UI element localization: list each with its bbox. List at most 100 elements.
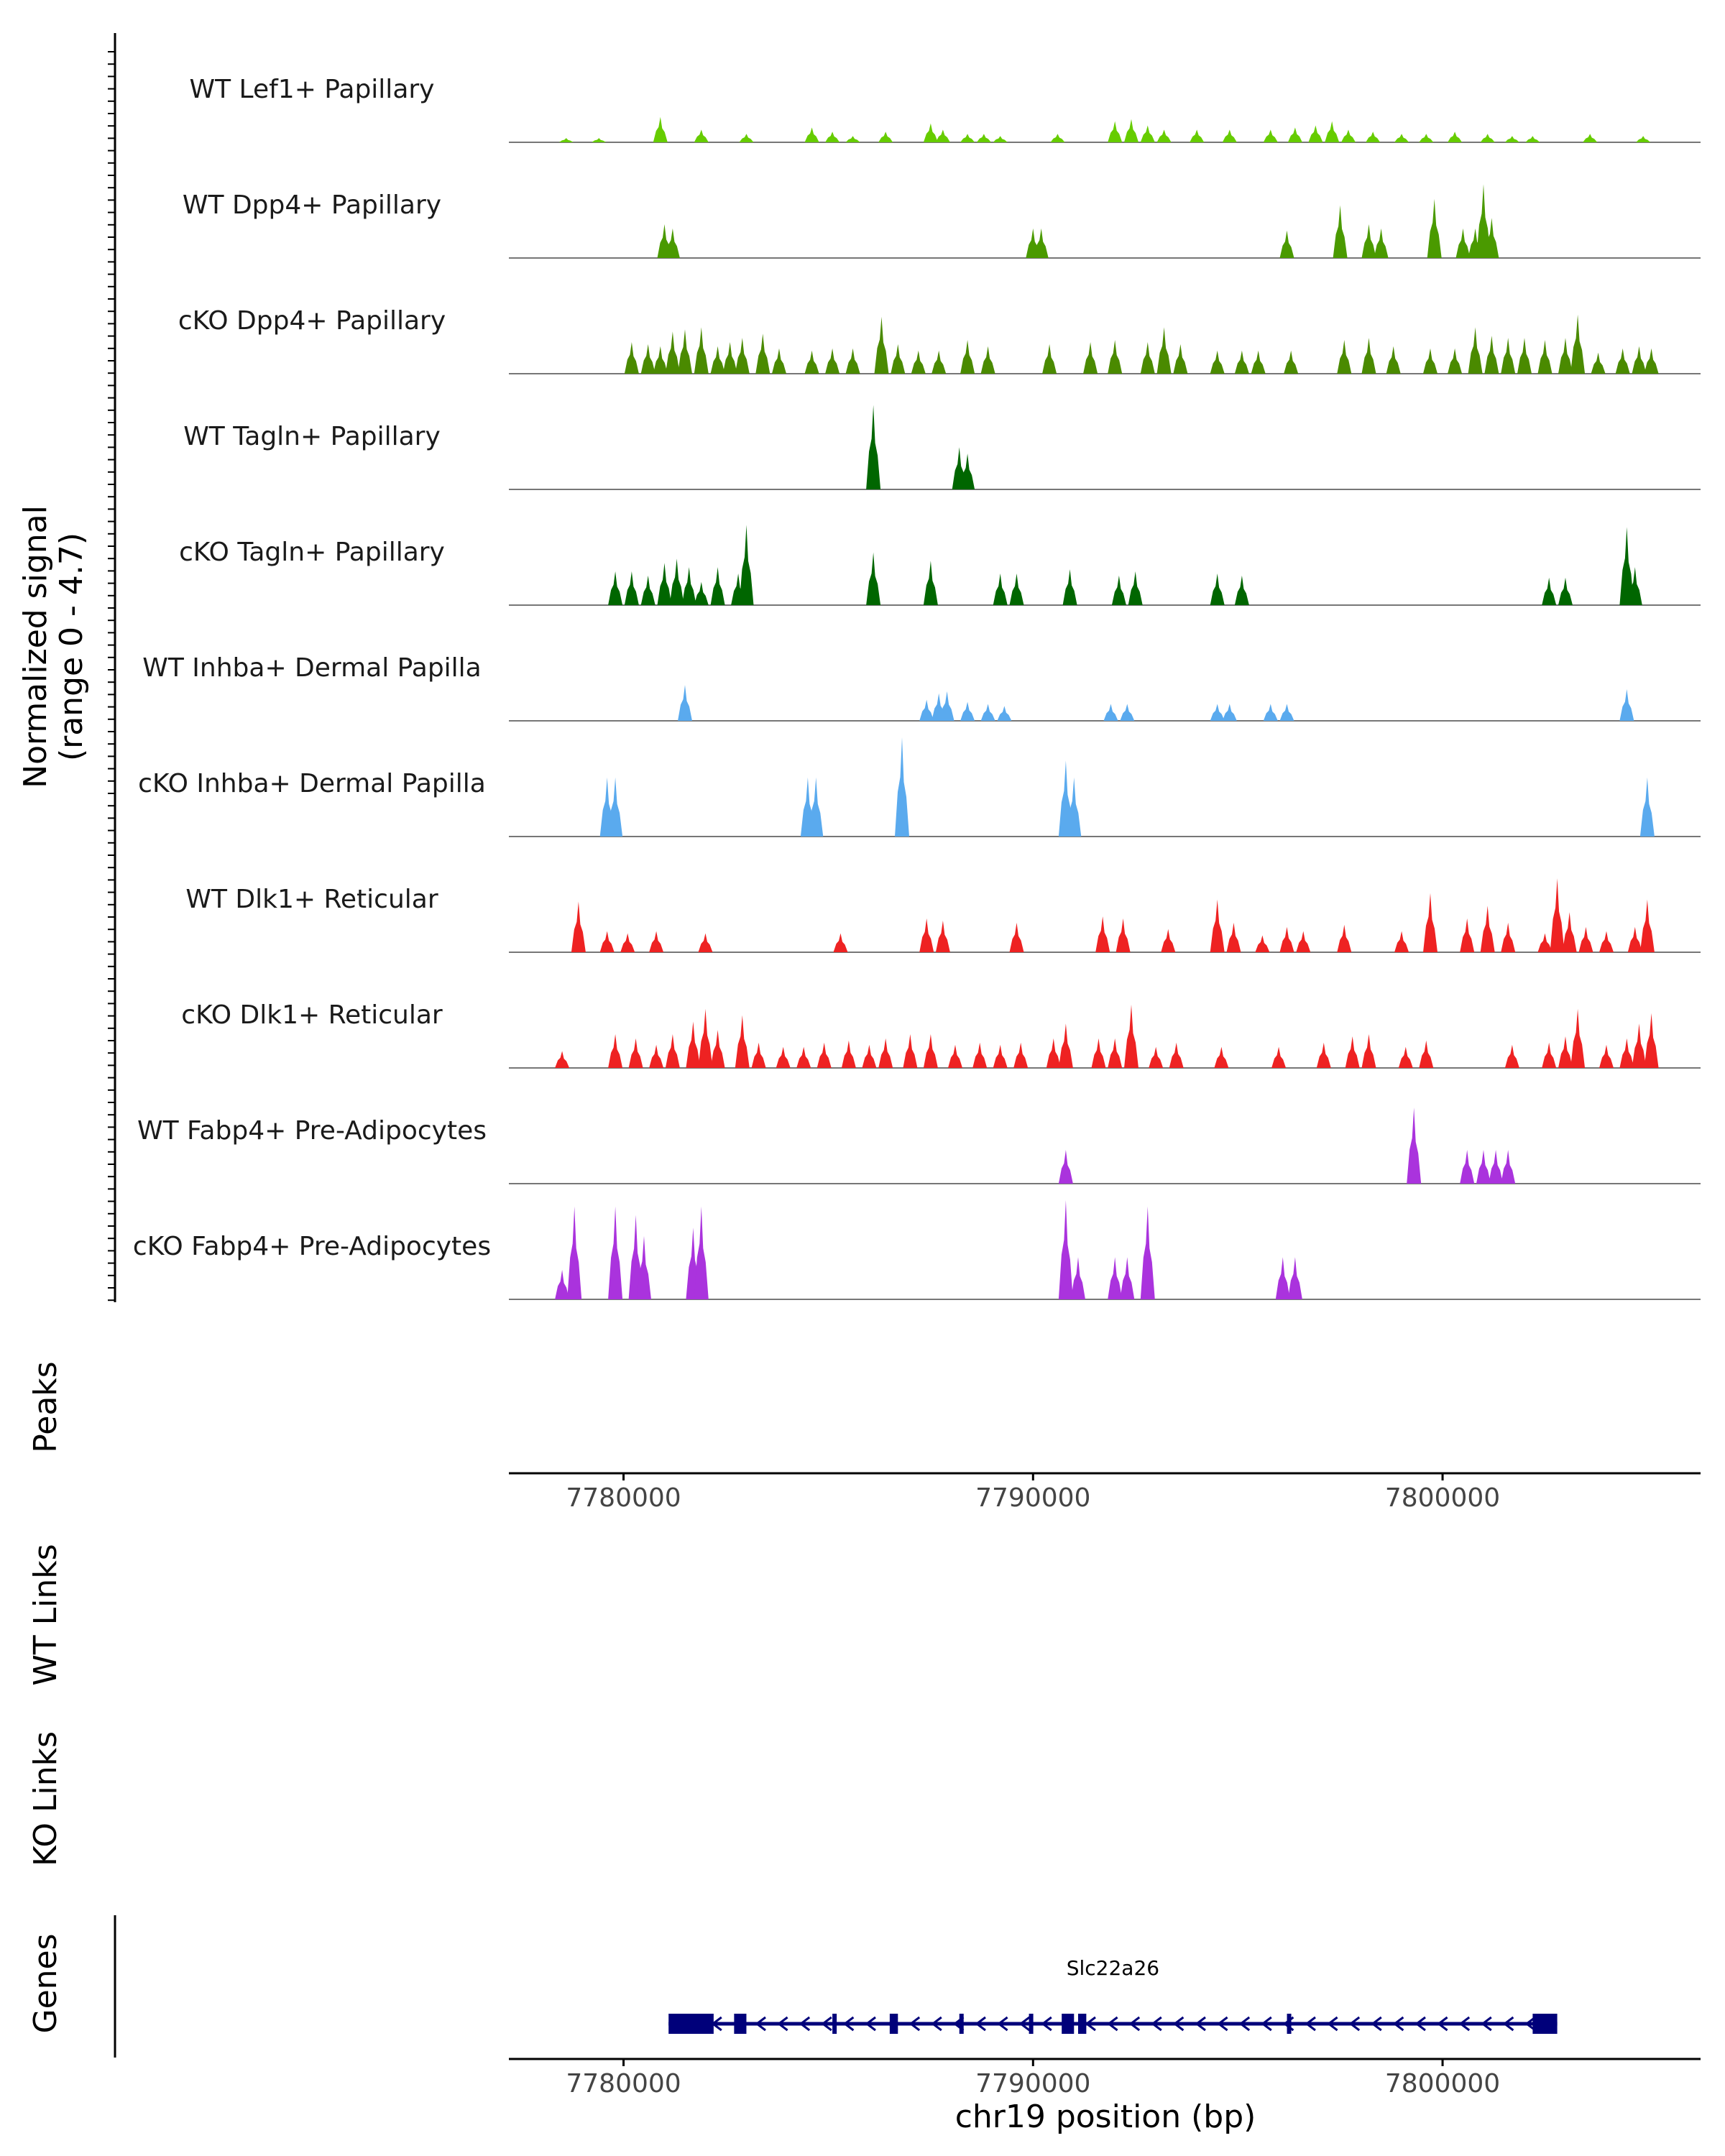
signal-peak-7-2: [620, 933, 635, 952]
signal-peak-5-3: [939, 691, 954, 721]
signal-peak-2-42: [1591, 352, 1606, 374]
x-axis-genes-tick-label-0: 7780000: [566, 2069, 681, 2099]
signal-peak-6-6: [1067, 777, 1082, 837]
signal-peak-7-6: [919, 918, 934, 952]
signal-peak-2-15: [891, 344, 906, 374]
x-axis-peaks: 7780000 7790000 7800000: [509, 1472, 1701, 1513]
signal-peak-0-27: [1394, 134, 1409, 142]
signal-peak-0-31: [1504, 136, 1519, 142]
signal-peak-2-0: [624, 342, 639, 374]
signal-peak-10-0: [555, 1269, 570, 1299]
signal-peak-6-4: [895, 737, 909, 837]
signal-peak-9-4: [1489, 1150, 1504, 1184]
gene-strand-arrow-29: [1327, 2016, 1338, 2032]
signal-peak-4-12: [993, 573, 1008, 605]
signal-peak-1-7: [1374, 228, 1389, 258]
signal-peak-8-31: [1316, 1042, 1331, 1068]
signal-peak-0-11: [960, 134, 975, 142]
signal-peak-2-1: [640, 344, 656, 374]
signal-peak-0-24: [1325, 121, 1340, 142]
signal-peak-7-17: [1337, 924, 1352, 952]
track-3: WT Tagln+ Papillary: [183, 405, 1701, 490]
signal-peak-1-4: [1279, 230, 1294, 258]
wt-links-track-label: WT Links: [27, 1544, 64, 1685]
signal-peak-7-25: [1562, 912, 1577, 952]
signal-peak-8-6: [698, 1008, 713, 1068]
gene-strand-arrow-4: [777, 2016, 788, 2032]
track-label-10: cKO Fabp4+ Pre-Adipocytes: [133, 1232, 491, 1261]
gene-exon-9: [1532, 2014, 1558, 2034]
gene-strand-arrow-36: [1481, 2016, 1492, 2032]
gene-exon-7: [1077, 2014, 1087, 2034]
track-label-1: WT Dpp4+ Papillary: [183, 190, 441, 220]
signal-peak-2-38: [1517, 338, 1532, 374]
track-label-6: cKO Inhba+ Dermal Papilla: [138, 769, 486, 798]
signal-peak-8-8: [735, 1015, 750, 1068]
signal-y-axis: [108, 33, 116, 1302]
signal-peak-2-3: [665, 331, 680, 374]
signal-peak-7-15: [1279, 926, 1294, 952]
signal-peak-7-12: [1210, 899, 1225, 952]
gene-strand-arrow-14: [997, 2016, 1008, 2032]
signal-peak-0-25: [1341, 129, 1356, 142]
signal-peak-0-30: [1480, 134, 1495, 142]
gene-strand-arrow-20: [1128, 2016, 1141, 2032]
signal-peak-8-4: [665, 1034, 680, 1068]
signal-peak-2-24: [1156, 327, 1172, 374]
gene-strand-arrow-28: [1305, 2016, 1316, 2032]
signal-peak-8-37: [1542, 1042, 1557, 1068]
track-label-4: cKO Tagln+ Papillary: [179, 538, 445, 567]
signal-peak-0-12: [976, 134, 991, 142]
ko-links-track-label: KO Links: [27, 1731, 64, 1866]
gene-strand-arrow-31: [1371, 2016, 1382, 2032]
signal-peak-7-13: [1226, 922, 1241, 952]
signal-peak-2-18: [960, 340, 975, 374]
signal-peak-8-0: [555, 1051, 570, 1068]
x-axis-genes-tick-label-2: 7800000: [1385, 2069, 1500, 2099]
signal-peak-9-5: [1501, 1150, 1516, 1184]
signal-peak-2-32: [1386, 346, 1401, 374]
signal-peak-2-41: [1570, 314, 1586, 374]
signal-peak-10-10: [1120, 1257, 1135, 1299]
track-9: WT Fabp4+ Pre-Adipocytes: [137, 1107, 1701, 1184]
signal-peak-2-2: [653, 346, 668, 374]
signal-peak-10-6: [694, 1206, 709, 1299]
signal-peak-2-13: [845, 348, 860, 374]
signal-tracks: WT Lef1+ Papillary WT Dpp4+ Papillary cKO …: [133, 75, 1701, 1300]
x-axis-peaks-tick-label-1: 7790000: [975, 1483, 1090, 1513]
signal-peak-0-6: [825, 132, 840, 142]
track-label-2: cKO Dpp4+ Papillary: [178, 306, 446, 336]
signal-peak-10-4: [637, 1235, 651, 1299]
signal-peak-7-24: [1550, 878, 1565, 952]
signal-peak-1-12: [1484, 218, 1499, 258]
signal-peak-4-19: [1542, 577, 1557, 605]
signal-peak-7-1: [599, 931, 615, 952]
signal-peak-5-0: [678, 685, 692, 721]
signal-peak-8-19: [972, 1042, 988, 1068]
signal-peak-7-8: [1009, 922, 1024, 952]
signal-peak-8-32: [1345, 1036, 1360, 1068]
gene-strand-arrow-3: [755, 2016, 766, 2032]
signal-peak-8-35: [1419, 1040, 1434, 1068]
signal-peak-2-16: [911, 350, 926, 374]
signal-peak-0-7: [845, 136, 860, 142]
track-label-5: WT Inhba+ Dermal Papilla: [142, 653, 481, 683]
signal-peak-0-2: [653, 116, 668, 142]
signal-peak-2-29: [1284, 350, 1299, 374]
track-0: WT Lef1+ Papillary: [190, 75, 1701, 143]
signal-peak-2-37: [1501, 338, 1516, 374]
signal-peak-8-7: [710, 1030, 725, 1068]
gene-strand-arrow-11: [931, 2016, 942, 2032]
signal-peak-2-5: [694, 327, 709, 374]
track-8: cKO Dlk1+ Reticular: [181, 1000, 1701, 1069]
gene-exon-8: [1287, 2014, 1292, 2034]
signal-peak-0-34: [1636, 136, 1651, 142]
signal-peak-7-7: [935, 921, 950, 952]
signal-peak-4-13: [1009, 573, 1024, 605]
signal-peak-10-13: [1287, 1257, 1302, 1299]
signal-peak-8-22: [1046, 1038, 1061, 1068]
gene-strand-arrow-37: [1502, 2016, 1514, 2032]
signal-peak-8-3: [649, 1044, 664, 1068]
gene-exon-6: [1062, 2014, 1075, 2034]
signal-peak-5-9: [1210, 704, 1225, 721]
